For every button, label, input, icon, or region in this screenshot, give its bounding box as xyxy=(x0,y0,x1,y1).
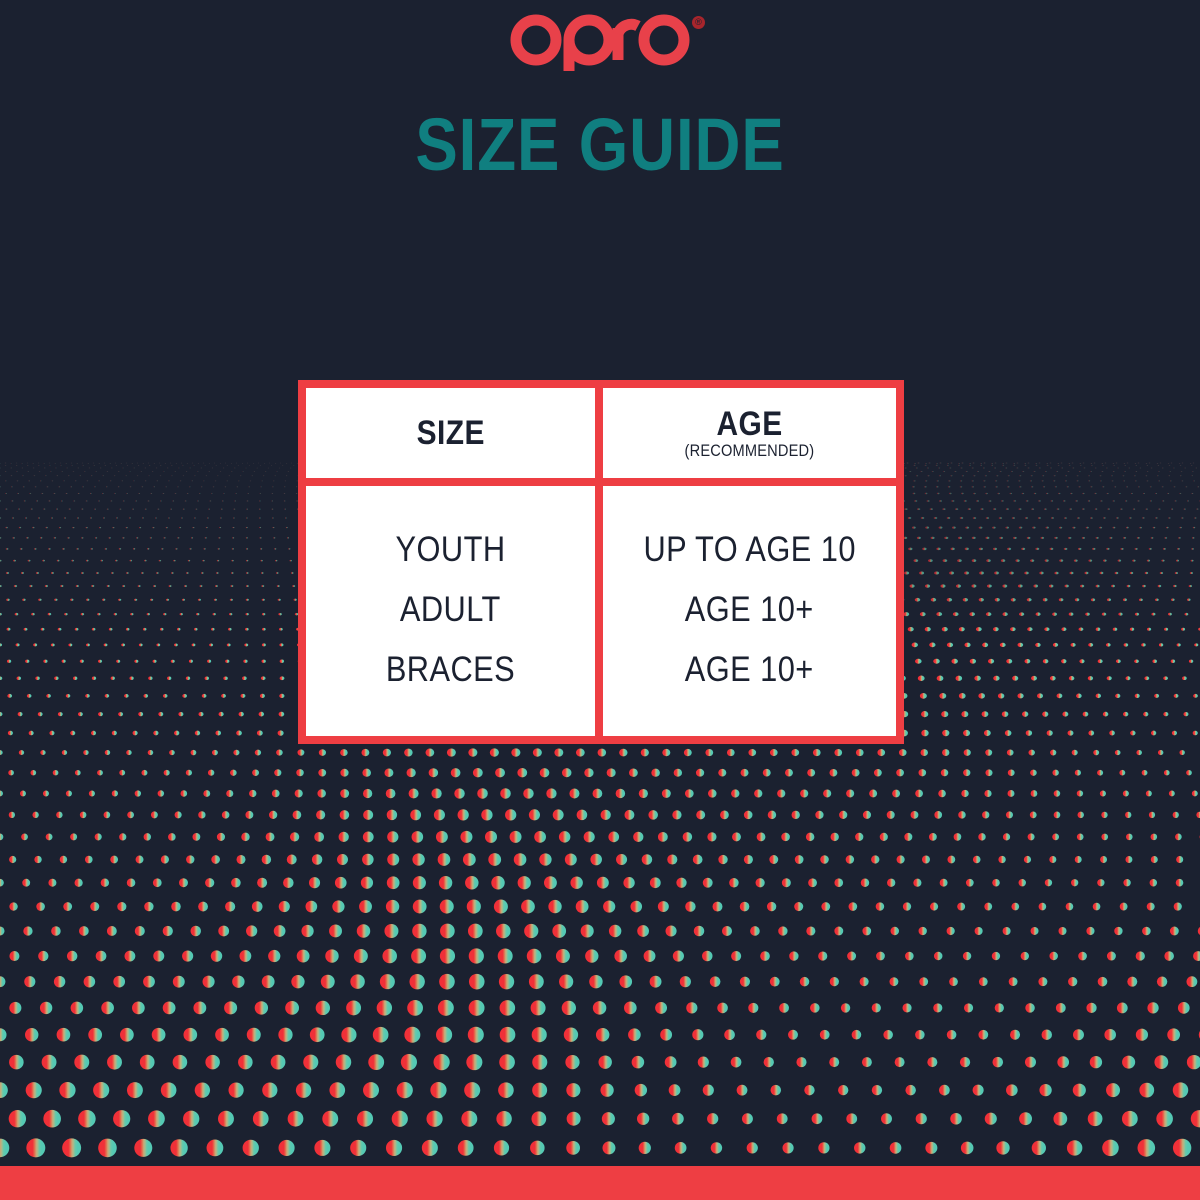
table-header-cell-size: SIZE xyxy=(306,388,595,478)
age-value-youth: UP TO AGE 10 xyxy=(643,529,856,569)
registered-trademark-icon: ® xyxy=(692,16,705,29)
table-body-row: YOUTH ADULT BRACES UP TO AGE 10 AGE 10+ … xyxy=(306,486,896,736)
age-value-adult: AGE 10+ xyxy=(685,589,814,629)
bottom-accent-bar xyxy=(0,1166,1200,1200)
age-value-braces: AGE 10+ xyxy=(685,649,814,689)
table-header-row: SIZE AGE (RECOMMENDED) xyxy=(306,388,896,478)
table-body-cell-age: UP TO AGE 10 AGE 10+ AGE 10+ xyxy=(603,486,896,736)
brand-logo: ® xyxy=(0,14,1200,79)
size-guide-table: SIZE AGE (RECOMMENDED) YOUTH ADULT BRACE… xyxy=(298,380,904,744)
size-value-youth: YOUTH xyxy=(395,529,506,569)
opro-wordmark-logo xyxy=(510,14,690,71)
column-header-age-label: AGE xyxy=(716,404,783,443)
column-header-size-label: SIZE xyxy=(416,413,485,452)
page-title: SIZE GUIDE xyxy=(415,103,785,186)
column-header-age-sublabel: (RECOMMENDED) xyxy=(684,441,815,461)
table-header-cell-age: AGE (RECOMMENDED) xyxy=(603,388,896,478)
table-body-cell-size: YOUTH ADULT BRACES xyxy=(306,486,595,736)
size-value-adult: ADULT xyxy=(400,589,501,629)
size-value-braces: BRACES xyxy=(385,649,516,689)
